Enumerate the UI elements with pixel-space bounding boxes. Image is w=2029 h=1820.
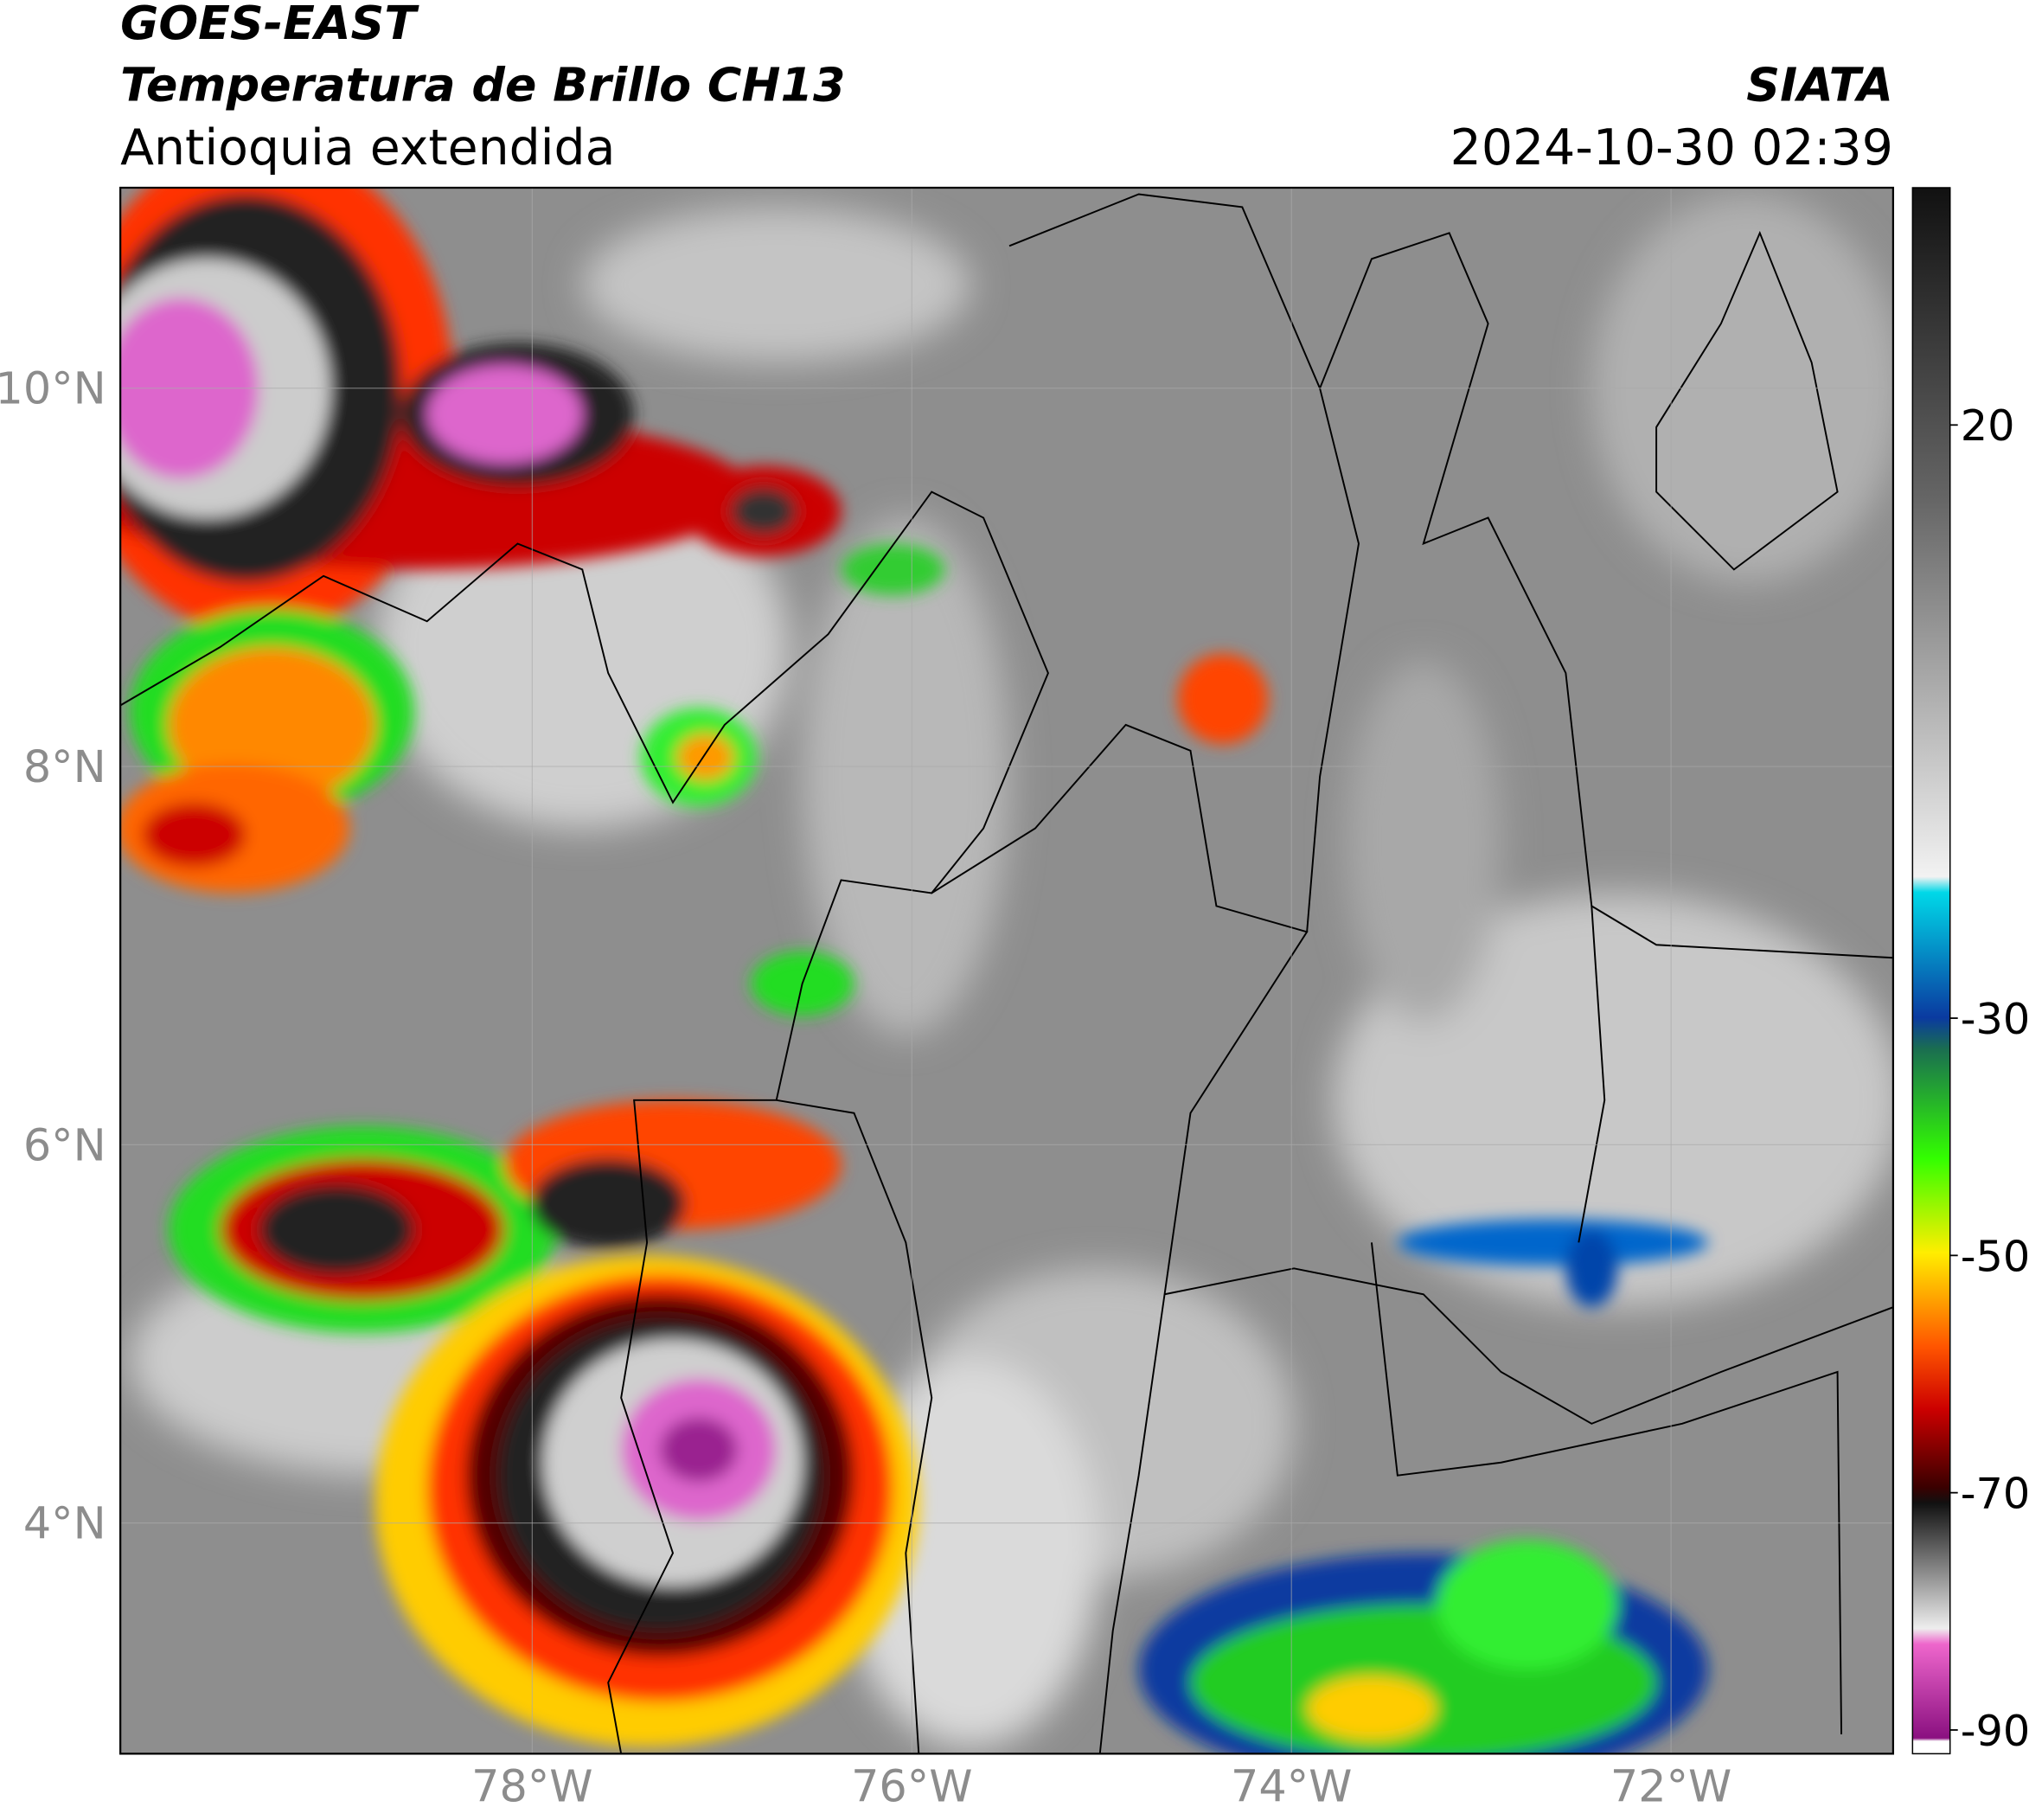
x-tick-label: 72°W — [1610, 1761, 1731, 1812]
colorbar-tick-label: -90 — [1961, 1706, 2029, 1756]
colorbar-tick-label: -30 — [1961, 994, 2029, 1044]
colorbar — [1911, 187, 1951, 1755]
title: GOES-EAST — [120, 0, 419, 50]
map-frame — [119, 186, 1895, 1755]
colorbar-tick-label: -50 — [1961, 1231, 2029, 1281]
source: SIATA — [1746, 58, 1893, 112]
satellite-image — [120, 188, 1893, 1754]
subtitle: Temperatura de Brillo CH13 — [120, 58, 845, 112]
boundaries — [120, 193, 1893, 1754]
x-tick-label: 76°W — [851, 1761, 972, 1812]
x-tick-label: 74°W — [1231, 1761, 1352, 1812]
storm-cells — [120, 188, 1708, 1754]
y-tick-label: 10°N — [0, 363, 106, 414]
colorbar-tick-label: -70 — [1961, 1469, 2029, 1519]
y-tick-label: 4°N — [23, 1498, 106, 1549]
datetime: 2024-10-30 02:39 — [1450, 119, 1893, 176]
y-tick-label: 8°N — [23, 741, 106, 792]
y-tick-label: 6°N — [23, 1119, 106, 1170]
graticule — [120, 188, 1893, 1754]
colorbar-tick-label: 20 — [1961, 401, 2015, 451]
region: Antioquia extendida — [120, 119, 615, 176]
x-tick-label: 78°W — [471, 1761, 592, 1812]
